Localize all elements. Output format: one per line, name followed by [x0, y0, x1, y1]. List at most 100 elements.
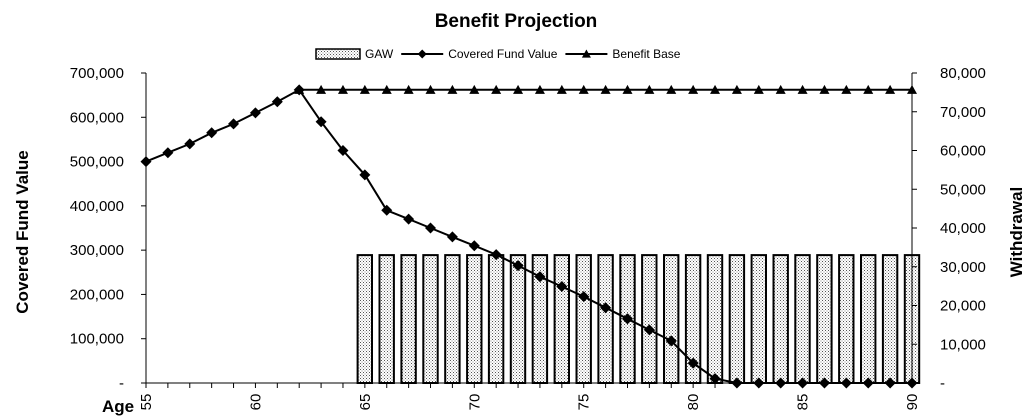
benefit-base-point — [337, 84, 348, 94]
x-tick-label: 55 — [138, 394, 155, 411]
covered-fund-value-point — [468, 240, 480, 252]
covered-fund-value-point — [665, 335, 677, 347]
covered-fund-value-point — [162, 147, 174, 159]
gaw-bar — [860, 254, 877, 385]
covered-fund-value-point — [578, 291, 590, 303]
gaw-bar — [881, 254, 899, 385]
gaw-bar — [728, 254, 746, 385]
benefit-base-point — [644, 84, 655, 94]
covered-fund-value-point — [490, 249, 502, 261]
covered-fund-value-point — [403, 213, 415, 225]
benefit-base-point — [491, 84, 502, 94]
y-right-tick-label: 30,000 — [940, 259, 986, 276]
legend-marker-covered-fund-value — [417, 49, 427, 59]
y-right-tick-label: 50,000 — [940, 181, 986, 198]
covered-fund-value-point — [818, 377, 830, 389]
covered-fund-value-point — [249, 107, 261, 119]
y-axis-left-title: Covered Fund Value — [13, 150, 32, 313]
benefit-base-point — [841, 84, 852, 94]
covered-fund-value-point — [381, 204, 393, 216]
x-tick-label: 65 — [357, 394, 374, 411]
legend-marker-benefit-base — [581, 49, 591, 58]
y-right-tick-label: 80,000 — [940, 65, 986, 82]
covered-fund-value-point — [840, 377, 852, 389]
benefit-base-point — [578, 84, 589, 94]
chart-title: Benefit Projection — [435, 11, 598, 32]
benefit-base-point — [316, 84, 327, 94]
y-left-tick-label: 200,000 — [70, 286, 124, 303]
y-left-tick-label: 300,000 — [70, 242, 124, 259]
covered-fund-value-point — [775, 377, 787, 389]
x-tick-label: 85 — [795, 394, 812, 411]
covered-fund-value-point — [884, 377, 896, 389]
gaw-bar — [838, 254, 855, 385]
covered-fund-value-point — [425, 222, 437, 234]
covered-fund-value-point — [731, 377, 743, 389]
y-right-tick-label: 10,000 — [940, 336, 986, 353]
benefit-base-point — [622, 84, 633, 94]
benefit-base-point — [863, 84, 874, 94]
benefit-base-point — [556, 84, 567, 94]
legend-label-covered-fund-value: Covered Fund Value — [448, 47, 558, 61]
benefit-base-point — [513, 84, 524, 94]
y-axis-right-title: Withdrawal — [1007, 187, 1026, 278]
benefit-base-point — [710, 84, 721, 94]
y-right-tick-label: 60,000 — [940, 143, 986, 160]
covered-fund-value-point — [862, 377, 874, 389]
benefit-base-point — [425, 84, 436, 94]
y-left-tick-label: 100,000 — [70, 331, 124, 348]
covered-fund-value-point — [228, 118, 240, 130]
gaw-bar — [772, 254, 789, 385]
benefit-base-point — [775, 84, 786, 94]
gaw-bar — [794, 254, 811, 385]
benefit-base-point — [753, 84, 764, 94]
x-tick-label: 80 — [685, 394, 702, 411]
gaw-bars — [356, 254, 921, 385]
covered-fund-value-point — [359, 169, 371, 181]
covered-fund-value-point — [621, 313, 633, 325]
covered-fund-value-point — [753, 377, 765, 389]
benefit-base-point — [447, 84, 458, 94]
covered-fund-value-point — [534, 271, 546, 283]
gaw-bar — [641, 254, 658, 385]
covered-fund-value-point — [271, 96, 283, 108]
gaw-bar — [378, 254, 395, 385]
covered-fund-value-point — [446, 231, 458, 243]
gaw-bar — [663, 254, 680, 385]
x-tick-label: 60 — [247, 394, 264, 411]
y-left-tick-label: 600,000 — [70, 109, 124, 126]
x-axis-title: Age — [102, 397, 134, 416]
gaw-bar — [466, 254, 483, 385]
benefit-base-point — [731, 84, 742, 94]
legend-label-benefit-base: Benefit Base — [612, 47, 680, 61]
axes: - 100,000 200,000 300,000 400,000 500,000 600,… — [70, 65, 986, 410]
benefit-base-point — [381, 84, 392, 94]
gaw-bar — [444, 254, 461, 385]
benefit-base-point — [600, 84, 611, 94]
covered-fund-value-point — [337, 145, 349, 156]
y-right-tick-label: 20,000 — [940, 298, 986, 315]
y-left-tick-label: - — [119, 375, 124, 392]
benefit-base-point — [469, 84, 480, 94]
legend-label-gaw: GAW — [365, 47, 394, 61]
series-lines — [140, 84, 918, 389]
gaw-bar — [553, 254, 570, 385]
covered-fund-value-point — [206, 127, 218, 139]
gaw-bar — [597, 254, 614, 385]
y-right-tick-label: 40,000 — [940, 220, 986, 237]
gaw-bar — [400, 254, 417, 385]
covered-fund-value-point — [184, 138, 196, 150]
covered-fund-value-point — [600, 302, 612, 314]
gaw-bar — [509, 254, 527, 385]
benefit-base-point — [885, 84, 896, 94]
x-tick-label: 75 — [576, 394, 593, 411]
gaw-bar — [706, 254, 724, 385]
benefit-base-point — [819, 84, 830, 94]
benefit-base-point — [797, 84, 808, 94]
x-tick-label: 70 — [466, 394, 483, 411]
covered-fund-value-point — [797, 377, 809, 389]
y-left-tick-label: 500,000 — [70, 154, 124, 171]
benefit-base-point — [534, 84, 545, 94]
covered-fund-value-point — [709, 373, 721, 385]
